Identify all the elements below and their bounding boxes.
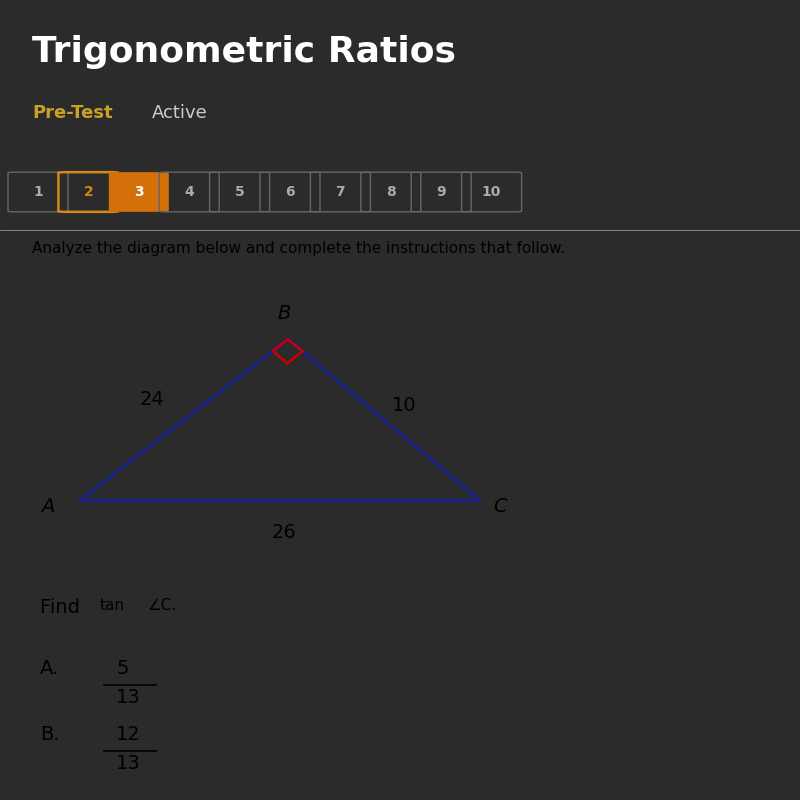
Text: 3: 3 <box>134 185 144 199</box>
Text: tan: tan <box>100 598 125 614</box>
Text: 6: 6 <box>285 185 295 199</box>
Text: 26: 26 <box>272 522 296 542</box>
Text: 7: 7 <box>335 185 346 199</box>
Text: Pre-Test: Pre-Test <box>32 104 113 122</box>
Text: Analyze the diagram below and complete the instructions that follow.: Analyze the diagram below and complete t… <box>32 242 565 256</box>
Text: B: B <box>278 304 290 322</box>
Text: Find: Find <box>40 598 86 618</box>
Text: ∠C.: ∠C. <box>148 598 177 614</box>
Text: A.: A. <box>40 659 59 678</box>
Text: 24: 24 <box>140 390 164 409</box>
Text: Trigonometric Ratios: Trigonometric Ratios <box>32 35 456 70</box>
Text: 9: 9 <box>436 185 446 199</box>
Text: 1: 1 <box>33 185 43 199</box>
Text: B.: B. <box>40 725 60 744</box>
Text: 10: 10 <box>482 185 502 199</box>
Text: 5: 5 <box>116 659 129 678</box>
Text: A: A <box>42 497 54 516</box>
Text: 5: 5 <box>234 185 245 199</box>
Text: Active: Active <box>152 104 208 122</box>
Text: 13: 13 <box>116 688 141 706</box>
Text: C: C <box>493 497 507 516</box>
Text: 8: 8 <box>386 185 396 199</box>
Text: 4: 4 <box>184 185 194 199</box>
Text: 2: 2 <box>83 185 94 199</box>
Text: 10: 10 <box>392 396 416 415</box>
FancyBboxPatch shape <box>109 172 169 212</box>
Text: 13: 13 <box>116 754 141 773</box>
Text: 12: 12 <box>116 725 141 744</box>
